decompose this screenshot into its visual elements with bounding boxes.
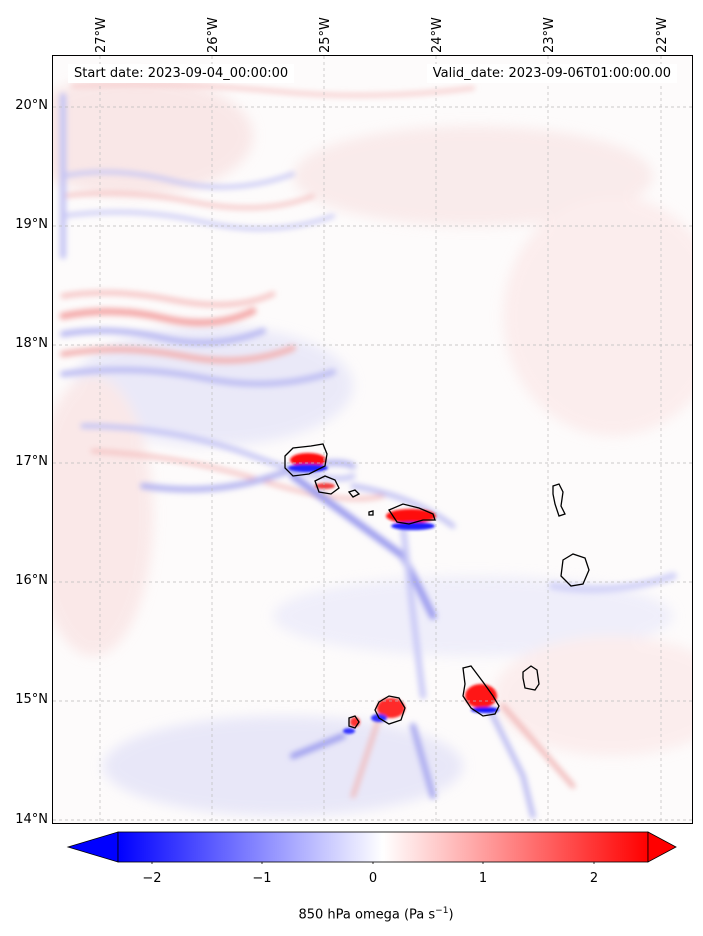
island-santiago [462,665,500,717]
lat-label-18n: 18°N [15,336,48,351]
island-maio [522,665,540,691]
lat-label-14n: 14°N [15,812,48,827]
omega-background-shading [53,76,692,816]
colorbar-extend-right [647,831,677,863]
lat-label-17n: 17°N [15,454,48,469]
valid-date-label: Valid_date: 2023-09-06T01:00:00.00 [426,64,677,83]
lat-label-16n: 16°N [15,573,48,588]
island-islet [368,510,374,516]
lon-label-27w: 27°W [94,17,109,53]
island-sao-nicolau [388,503,436,525]
colorbar-tick-neg1: −1 [252,871,272,886]
omega-map-panel [52,55,693,824]
lat-label-19n: 19°N [15,217,48,232]
colorbar-tick-2: 2 [589,871,599,886]
lon-label-23w: 23°W [542,17,557,53]
island-santo-antao [284,443,328,477]
colorbar-gradient [117,831,649,863]
lon-label-25w: 25°W [318,17,333,53]
island-sao-vicente [314,475,340,495]
colorbar-extend-left [66,831,119,863]
island-fogo [374,695,406,725]
colorbar-tick-0: 0 [368,871,378,886]
map-gridlines [53,56,692,823]
island-coastlines [284,443,590,729]
omega-island-wakes [289,472,677,819]
lat-label-20n: 20°N [15,98,48,113]
colorbar-tick-neg2: −2 [142,871,162,886]
omega-streaks [59,82,475,529]
colorbar-label: 850 hPa omega (Pa s−1) [298,906,454,923]
omega-colorbar [66,831,677,864]
colorbar-tick-1: 1 [478,871,488,886]
island-sal [552,483,566,517]
island-santa-luzia [347,489,361,498]
lon-label-24w: 24°W [430,17,445,53]
island-brava [348,715,360,729]
omega-field-plot [53,56,692,823]
start-date-label: Start date: 2023-09-04_00:00:00 [68,64,295,83]
lon-label-22w: 22°W [655,17,670,53]
island-boa-vista [560,553,590,587]
lat-label-15n: 15°N [15,692,48,707]
lon-label-26w: 26°W [206,17,221,53]
